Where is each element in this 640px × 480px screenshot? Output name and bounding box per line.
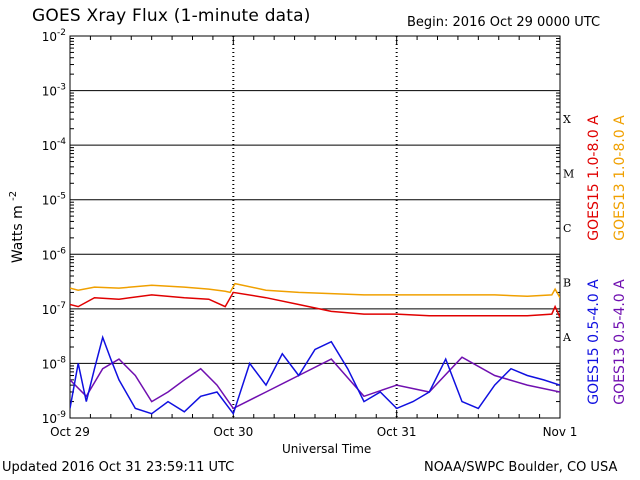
legend-entry: GOES15 1.0-8.0 A: [586, 115, 602, 241]
legend-entry: GOES13 0.5-4.0 A: [612, 279, 628, 405]
y-tick-label: 10-3: [42, 83, 66, 99]
x-tick-label: Oct 31: [377, 425, 417, 439]
legend-entry: GOES13 1.0-8.0 A: [612, 115, 628, 241]
series-line: [70, 356, 560, 410]
updated-timestamp: Updated 2016 Oct 31 23:59:11 UTC: [2, 460, 235, 475]
y-tick-label: 10-9: [42, 410, 67, 426]
y-tick-label: 10-5: [42, 192, 66, 208]
chart-title: GOES Xray Flux (1-minute data): [32, 6, 311, 26]
begin-time: Begin: 2016 Oct 29 0000 UTC: [407, 15, 601, 30]
series-line: [70, 334, 560, 416]
y-tick-label: 10-2: [42, 28, 66, 44]
y-tick-label: 10-6: [42, 246, 67, 262]
y-tick-label: 10-7: [42, 301, 66, 317]
y-axis-title: Watts m -2: [8, 191, 26, 263]
legend-entry: GOES15 0.5-4.0 A: [586, 279, 602, 405]
flare-class-label: M: [563, 167, 574, 180]
plot-frame: [69, 35, 561, 419]
series-line: [70, 282, 560, 299]
flare-class-label: A: [562, 331, 572, 344]
credit-label: NOAA/SWPC Boulder, CO USA: [424, 460, 618, 475]
x-tick-label: Oct 29: [50, 425, 90, 439]
y-tick-label: 10-8: [42, 355, 67, 371]
flare-class-label: B: [563, 277, 571, 290]
series-line: [70, 291, 560, 318]
flare-class-label: C: [563, 222, 571, 235]
x-axis-title: Universal Time: [282, 442, 372, 456]
flare-class-label: X: [563, 113, 571, 126]
x-tick-label: Nov 1: [543, 425, 578, 439]
y-tick-label: 10-4: [42, 137, 67, 153]
x-tick-label: Oct 30: [213, 425, 253, 439]
